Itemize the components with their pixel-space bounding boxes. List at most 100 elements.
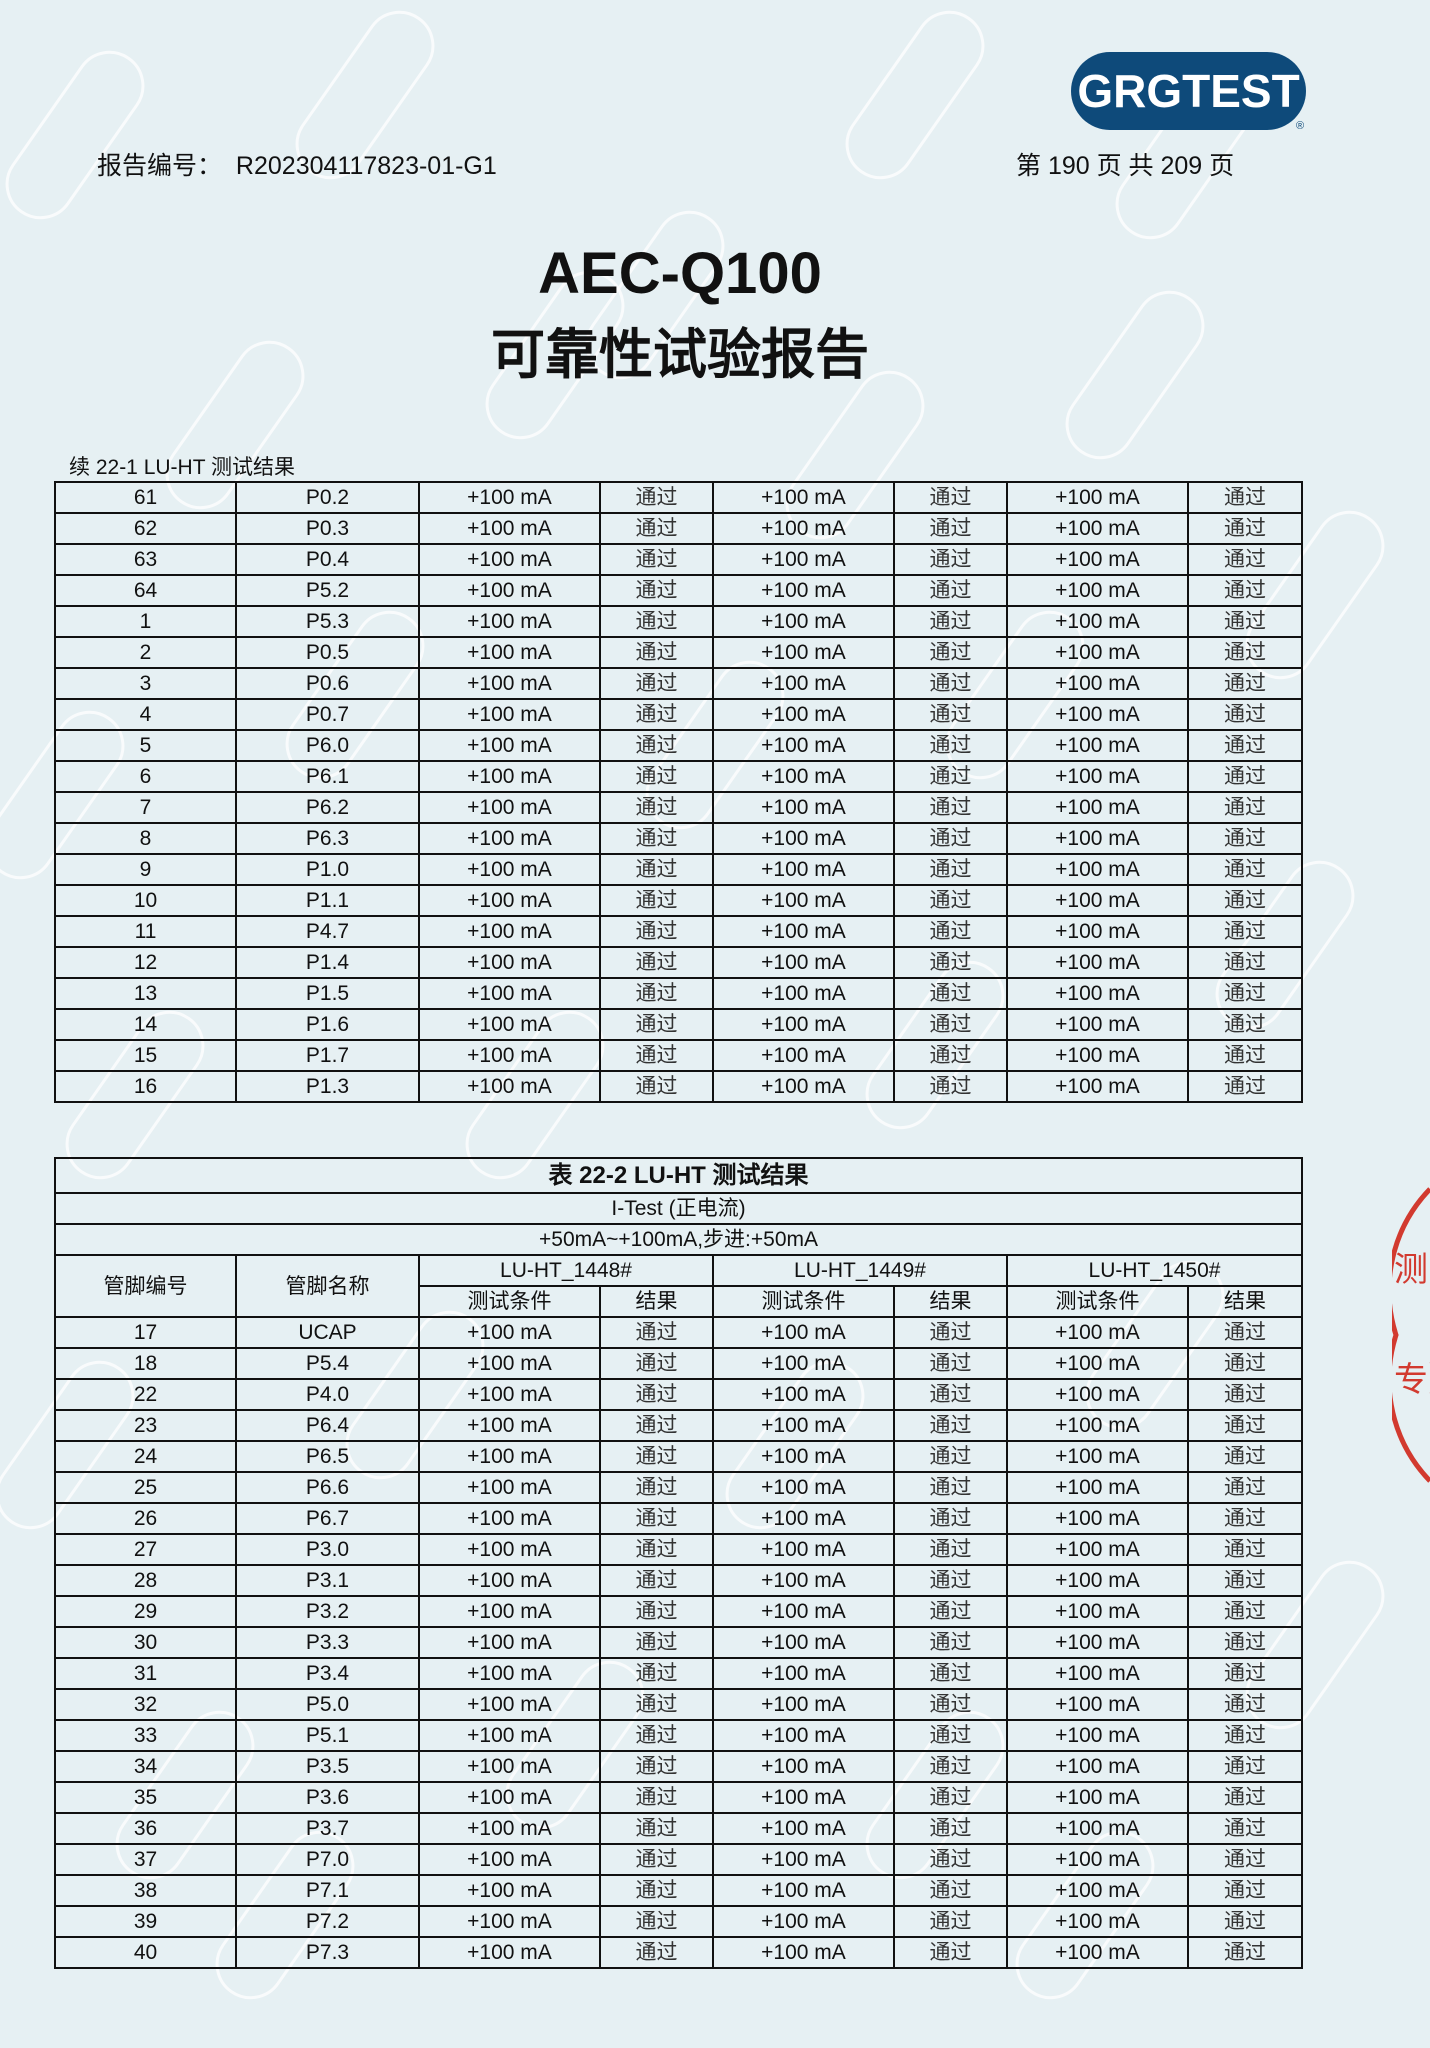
pin-number: 6	[54, 760, 237, 793]
test-result: 通过	[1187, 946, 1303, 979]
table-row: 62 P0.3 +100 mA 通过 +100 mA 通过 +100 mA 通过	[54, 512, 1303, 545]
test-result: 通过	[893, 1812, 1008, 1845]
test-result: 通过	[1186, 1719, 1304, 1752]
test-result: 通过	[1186, 1874, 1304, 1907]
test-result: 通过	[1187, 574, 1303, 607]
test-condition: +100 mA	[1006, 977, 1189, 1010]
test-result: 通过	[599, 729, 714, 762]
test-result: 通过	[893, 1750, 1008, 1783]
pin-number: 4	[54, 698, 237, 731]
test-result: 通过	[1186, 1564, 1304, 1597]
pin-name: P3.0	[235, 1533, 420, 1566]
test-result: 通过	[893, 1039, 1008, 1072]
table-row: 7 P6.2 +100 mA 通过 +100 mA 通过 +100 mA 通过	[54, 791, 1303, 824]
pin-name: P1.4	[235, 946, 420, 979]
test-condition: +100 mA	[712, 853, 895, 886]
test-condition: +100 mA	[1006, 884, 1189, 917]
test-result: 通过	[893, 1316, 1008, 1349]
test-type: I-Test (正电流)	[53, 1192, 1304, 1225]
test-result: 通过	[1187, 1039, 1303, 1072]
test-result: 通过	[893, 1874, 1008, 1907]
test-condition: +100 mA	[712, 729, 895, 762]
test-condition: +100 mA	[712, 1533, 895, 1566]
test-result: 通过	[599, 884, 714, 917]
pin-name: P6.6	[235, 1471, 420, 1504]
pin-name: P4.0	[235, 1378, 420, 1411]
pin-number: 15	[54, 1039, 237, 1072]
test-condition: +100 mA	[1006, 1564, 1189, 1597]
test-condition: +100 mA	[418, 1657, 601, 1690]
test-result: 通过	[599, 1719, 714, 1752]
table-row: 3 P0.6 +100 mA 通过 +100 mA 通过 +100 mA 通过	[54, 667, 1303, 700]
pin-name: P6.4	[235, 1409, 420, 1442]
test-result: 通过	[1187, 481, 1303, 514]
test-condition: +100 mA	[418, 1750, 601, 1783]
table-row: 29 P3.2 +100 mA 通过 +100 mA 通过 +100 mA 通过	[54, 1595, 1304, 1628]
header-result: 结果	[599, 1285, 714, 1318]
test-condition: +100 mA	[418, 946, 601, 979]
header-condition: 测试条件	[418, 1285, 601, 1318]
test-condition: +100 mA	[1006, 698, 1189, 731]
test-condition: +100 mA	[1006, 543, 1189, 576]
test-condition: +100 mA	[712, 977, 895, 1010]
test-condition: +100 mA	[712, 574, 895, 607]
test-result: 通过	[893, 1843, 1008, 1876]
table-row: 36 P3.7 +100 mA 通过 +100 mA 通过 +100 mA 通过	[54, 1812, 1304, 1845]
red-seal-stamp	[1392, 1187, 1430, 1483]
pin-name: P7.2	[235, 1905, 420, 1938]
test-result: 通过	[893, 605, 1008, 638]
test-result: 通过	[893, 853, 1008, 886]
test-result: 通过	[1186, 1688, 1304, 1721]
table-row: 9 P1.0 +100 mA 通过 +100 mA 通过 +100 mA 通过	[54, 853, 1303, 886]
table-row: 61 P0.2 +100 mA 通过 +100 mA 通过 +100 mA 通过	[54, 481, 1303, 514]
test-condition: +100 mA	[418, 760, 601, 793]
test-result: 通过	[893, 1502, 1008, 1535]
table-row: 64 P5.2 +100 mA 通过 +100 mA 通过 +100 mA 通过	[54, 574, 1303, 607]
test-condition: +100 mA	[1006, 1471, 1189, 1504]
table-row: 11 P4.7 +100 mA 通过 +100 mA 通过 +100 mA 通过	[54, 915, 1303, 948]
test-result: 通过	[893, 1905, 1008, 1938]
pin-number: 37	[54, 1843, 237, 1876]
test-condition: +100 mA	[418, 1440, 601, 1473]
pin-name: P7.0	[235, 1843, 420, 1876]
test-condition: +100 mA	[712, 1409, 895, 1442]
test-condition: +100 mA	[418, 1070, 601, 1103]
table-row: 32 P5.0 +100 mA 通过 +100 mA 通过 +100 mA 通过	[54, 1688, 1304, 1721]
table-row: 10 P1.1 +100 mA 通过 +100 mA 通过 +100 mA 通过	[54, 884, 1303, 917]
test-result: 通过	[1187, 884, 1303, 917]
test-condition: +100 mA	[712, 1688, 895, 1721]
header-pin-name: 管脚名称	[235, 1254, 420, 1318]
test-result: 通过	[1187, 667, 1303, 700]
test-condition: +100 mA	[418, 822, 601, 855]
test-condition: +100 mA	[712, 1471, 895, 1504]
table-row: 63 P0.4 +100 mA 通过 +100 mA 通过 +100 mA 通过	[54, 543, 1303, 576]
test-result: 通过	[893, 1657, 1008, 1690]
test-result: 通过	[1186, 1533, 1304, 1566]
pin-name: P5.3	[235, 605, 420, 638]
test-condition: +100 mA	[1006, 1843, 1189, 1876]
test-result: 通过	[599, 1378, 714, 1411]
test-result: 通过	[1186, 1595, 1304, 1628]
test-result: 通过	[893, 1347, 1008, 1380]
test-result: 通过	[599, 822, 714, 855]
test-condition: +100 mA	[712, 605, 895, 638]
table-row: 16 P1.3 +100 mA 通过 +100 mA 通过 +100 mA 通过	[54, 1070, 1303, 1103]
table-row: 18 P5.4 +100 mA 通过 +100 mA 通过 +100 mA 通过	[54, 1347, 1304, 1380]
table-row: 12 P1.4 +100 mA 通过 +100 mA 通过 +100 mA 通过	[54, 946, 1303, 979]
test-condition: +100 mA	[712, 1626, 895, 1659]
test-condition: +100 mA	[1006, 1595, 1189, 1628]
pin-name: P1.5	[235, 977, 420, 1010]
pin-number: 13	[54, 977, 237, 1010]
test-result: 通过	[1186, 1440, 1304, 1473]
test-result: 通过	[1186, 1905, 1304, 1938]
test-condition: +100 mA	[418, 1595, 601, 1628]
test-condition: +100 mA	[1006, 667, 1189, 700]
table-row: 25 P6.6 +100 mA 通过 +100 mA 通过 +100 mA 通过	[54, 1471, 1304, 1504]
pin-name: P6.5	[235, 1440, 420, 1473]
test-result: 通过	[893, 946, 1008, 979]
test-condition: +100 mA	[418, 1039, 601, 1072]
table-row: 6 P6.1 +100 mA 通过 +100 mA 通过 +100 mA 通过	[54, 760, 1303, 793]
test-result: 通过	[599, 1471, 714, 1504]
pin-name: P6.3	[235, 822, 420, 855]
pin-name: P3.2	[235, 1595, 420, 1628]
